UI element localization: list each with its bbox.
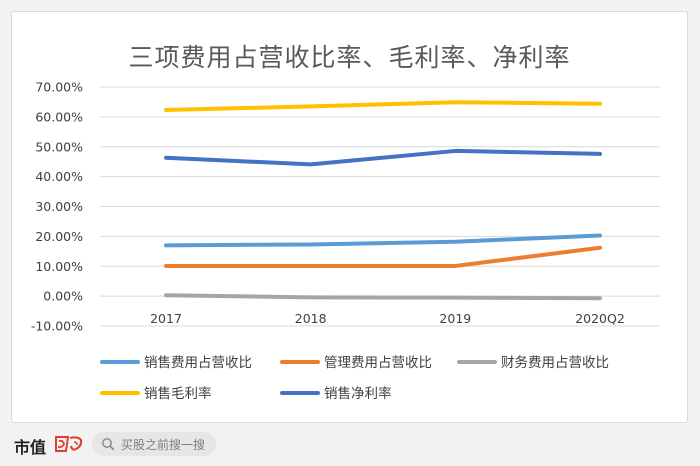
x-tick-label: 2018 [295, 311, 327, 326]
y-tick-label: -10.00% [31, 319, 83, 334]
y-tick-label: 40.00% [35, 169, 83, 184]
search-icon [102, 438, 115, 451]
y-tick-label: 0.00% [43, 289, 83, 304]
line-chart: -10.00% 0.00% 10.00% 20.00% 30.00% 40.00% 50.0… [31, 80, 660, 402]
search-box[interactable]: 买股之前搜一搜 [92, 432, 216, 456]
legend-label: 管理费用占营收比 [324, 355, 432, 371]
y-tick-label: 60.00% [35, 109, 83, 124]
x-tick-label: 2020Q2 [575, 311, 625, 326]
legend-label: 财务费用占营收比 [501, 355, 609, 371]
legend-label: 销售净利率 [324, 385, 392, 402]
legend-label: 销售毛利率 [144, 385, 212, 402]
chart-title: 三项费用占营收比率、毛利率、净利率 [128, 43, 571, 72]
footer-bar: 市值 买股之前搜一搜 [0, 423, 700, 466]
x-tick-label: 2019 [439, 311, 471, 326]
y-tick-label: 20.00% [35, 229, 83, 244]
series-line-2 [164, 245, 602, 268]
series-line-4 [164, 100, 602, 113]
x-tick-label: 2017 [150, 311, 182, 326]
chart-card: -10.00% 0.00% 10.00% 20.00% 30.00% 40.00% 50.0… [11, 11, 688, 423]
series-line-1 [164, 233, 602, 248]
y-tick-label: 50.00% [35, 139, 83, 154]
y-tick-label: 70.00% [35, 80, 83, 95]
legend-label: 销售费用占营收比 [144, 355, 252, 371]
brand-wind-logo-icon [55, 436, 83, 452]
series-line-3 [164, 293, 602, 301]
search-placeholder: 买股之前搜一搜 [121, 438, 206, 452]
y-tick-label: 10.00% [35, 259, 83, 274]
y-tick-label: 30.00% [35, 199, 83, 214]
series-line-5 [164, 148, 602, 167]
brand-name: 市值 [14, 438, 47, 457]
